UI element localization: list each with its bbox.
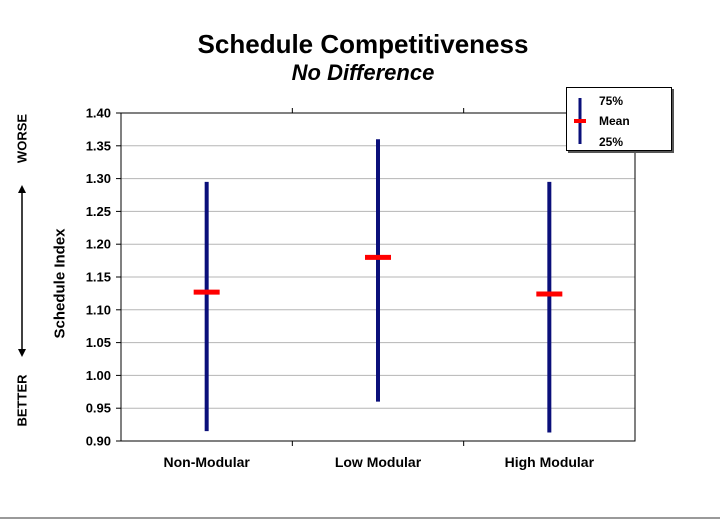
legend-range-icon — [574, 98, 586, 144]
category-label: Low Modular — [335, 454, 422, 470]
y-tick-label: 0.90 — [86, 434, 111, 449]
category-label: Non-Modular — [164, 454, 251, 470]
y-tick-label: 1.40 — [86, 106, 111, 121]
footer-divider — [0, 517, 720, 519]
y-tick-label: 1.15 — [86, 270, 111, 285]
legend-75-label: 75% — [599, 94, 624, 108]
y-tick-label: 0.95 — [86, 401, 111, 416]
chart-subtitle: No Difference — [291, 60, 435, 85]
plot-frame — [120, 112, 636, 442]
y-tick-label: 1.20 — [86, 237, 111, 252]
y-tick-label: 1.10 — [86, 302, 111, 317]
y-tick-label: 1.05 — [86, 335, 111, 350]
y-tick-label: 1.35 — [86, 138, 111, 153]
worse-better-arrow-icon — [18, 185, 26, 357]
legend: 75% Mean 25% — [566, 87, 672, 151]
y-tick-label: 1.30 — [86, 171, 111, 186]
chart-title: Schedule Competitiveness — [197, 29, 529, 59]
y-tick-label: 1.25 — [86, 204, 111, 219]
y-tick-label: 1.00 — [86, 368, 111, 383]
legend-25-label: 25% — [599, 135, 624, 149]
legend-mean-label: Mean — [599, 114, 630, 128]
category-label: High Modular — [505, 454, 595, 470]
